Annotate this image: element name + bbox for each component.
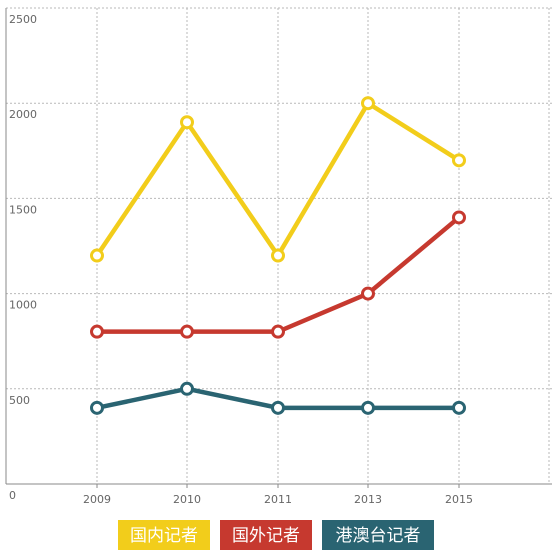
x-axis-ticks: 2009 2010 2011 2013 2015 [83, 484, 473, 506]
data-point[interactable] [361, 286, 375, 301]
data-point[interactable] [180, 324, 194, 339]
legend-label: 国内记者 [130, 526, 198, 546]
series-3 [90, 381, 466, 415]
data-point[interactable] [271, 248, 285, 263]
legend-swatch [322, 520, 434, 550]
data-point[interactable] [180, 381, 194, 396]
legend-item[interactable]: 港澳台记者 [322, 520, 434, 550]
x-tick-label: 2009 [83, 493, 111, 506]
y-tick-label: 1500 [9, 203, 37, 216]
x-tick-label: 2015 [445, 493, 473, 506]
x-tick-label: 2011 [264, 493, 292, 506]
legend: 国内记者 国外记者 港澳台记者 [118, 520, 434, 550]
y-axis-ticks: 0 500 1000 1500 2000 2500 [9, 13, 37, 502]
legend-swatch [118, 520, 210, 550]
data-point[interactable] [271, 400, 285, 415]
series-group [90, 96, 466, 415]
data-point[interactable] [452, 400, 466, 415]
y-tick-label: 2500 [9, 13, 37, 26]
x-tick-label: 2010 [173, 493, 201, 506]
legend-item[interactable]: 国内记者 [118, 520, 210, 550]
y-tick-label: 1000 [9, 299, 37, 312]
data-point[interactable] [90, 400, 104, 415]
data-point[interactable] [361, 96, 375, 111]
legend-label: 国外记者 [232, 526, 300, 546]
y-tick-label: 2000 [9, 108, 37, 121]
data-point[interactable] [90, 324, 104, 339]
y-tick-label: 0 [9, 489, 16, 502]
legend-item[interactable]: 国外记者 [220, 520, 312, 550]
series-2 [90, 210, 466, 339]
series-1 [90, 96, 466, 263]
data-point[interactable] [180, 115, 194, 130]
x-tick-label: 2013 [354, 493, 382, 506]
legend-swatch [220, 520, 312, 550]
legend-label: 港澳台记者 [336, 526, 421, 546]
data-point[interactable] [452, 153, 466, 168]
y-tick-label: 500 [9, 394, 30, 407]
data-point[interactable] [271, 324, 285, 339]
data-point[interactable] [361, 400, 375, 415]
data-point[interactable] [452, 210, 466, 225]
data-point[interactable] [90, 248, 104, 263]
